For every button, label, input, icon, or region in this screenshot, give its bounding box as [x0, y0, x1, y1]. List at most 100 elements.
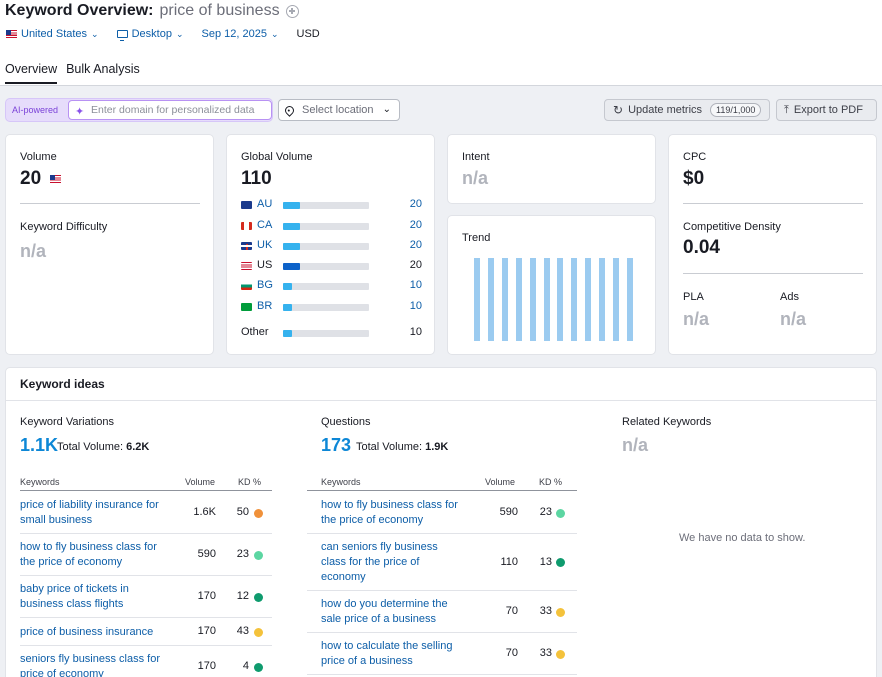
related-keywords-value: n/a	[622, 435, 649, 455]
export-pdf-button[interactable]: ⤒ Export to PDF	[776, 99, 877, 121]
total-volume-value: 1.9K	[425, 441, 449, 453]
location-select[interactable]: Select location ⌄	[278, 99, 400, 121]
kd-column-header: KD %	[539, 477, 563, 487]
trend-bar	[585, 258, 592, 341]
volume-share-bar	[283, 283, 369, 290]
keyword-kd: 13	[539, 555, 552, 568]
keyword-variations-count[interactable]: 1.1K	[20, 435, 59, 455]
country-filter[interactable]: United States ⌄	[6, 28, 99, 40]
keyword-link[interactable]: how to calculate the selling price of a …	[321, 640, 453, 667]
keyword-link[interactable]: seniors fly business class for price of …	[20, 653, 160, 677]
country-code[interactable]: BR	[257, 300, 273, 312]
trend-bar	[627, 258, 634, 341]
update-metrics-label: Update metrics	[628, 104, 703, 116]
keyword-link[interactable]: can seniors fly business class for the p…	[321, 541, 438, 583]
trend-bar	[613, 258, 620, 341]
competitive-density-value: 0.04	[683, 237, 720, 258]
country-volume-value[interactable]: 10	[409, 279, 422, 291]
volume-share-bar	[283, 202, 369, 209]
trend-bar	[501, 258, 508, 341]
global-volume-row-bg: BG 10	[241, 279, 422, 293]
keyword-link[interactable]: how do you determine the sale price of a…	[321, 598, 448, 625]
volume-column-header: Volume	[185, 477, 216, 487]
global-volume-row-ca: CA 20	[241, 219, 422, 233]
add-icon[interactable]	[285, 4, 299, 18]
keyword-link[interactable]: how to fly business class for the price …	[321, 499, 458, 526]
trend-bar	[543, 258, 550, 341]
update-metrics-button[interactable]: ↻ Update metrics 119/1,000	[604, 99, 770, 121]
chevron-down-icon: ⌄	[91, 28, 99, 39]
volume-share-bar	[283, 304, 369, 311]
device-filter-label: Desktop	[131, 28, 172, 40]
pla-value: n/a	[683, 309, 710, 329]
pla-label: PLA	[683, 291, 704, 303]
sparkle-icon: ✦	[75, 106, 85, 118]
kd-difficulty-dot	[556, 558, 565, 567]
trend-bar	[557, 258, 564, 341]
global-volume-row-us: US 20	[241, 259, 422, 273]
volume-label: Volume	[20, 151, 57, 163]
keyword-ideas-title: Keyword ideas	[20, 377, 105, 391]
tab-overview[interactable]: Overview	[5, 62, 58, 84]
table-row: how to fly business class for the price …	[307, 492, 577, 534]
keyword-link[interactable]: baby price of tickets in business class …	[20, 583, 129, 610]
volume-card: Volume 20 Keyword Difficulty n/a	[5, 134, 214, 355]
intent-label: Intent	[462, 151, 490, 163]
cpc-label: CPC	[683, 151, 707, 163]
chevron-down-icon: ⌄	[382, 104, 391, 115]
tab-bar: Overview Bulk Analysis	[5, 62, 149, 84]
trend-label: Trend	[462, 232, 491, 244]
global-volume-row-uk: UK 20	[241, 239, 422, 253]
kd-difficulty-dot	[254, 550, 263, 560]
table-row: can seniors fly business class for the p…	[307, 534, 577, 591]
chevron-down-icon: ⌄	[175, 28, 184, 39]
tab-bulk-analysis[interactable]: Bulk Analysis	[66, 62, 140, 76]
us-flag-icon	[241, 262, 252, 270]
cpc-value: $0	[683, 168, 705, 189]
keyword-difficulty-label: Keyword Difficulty	[20, 221, 108, 233]
kd-difficulty-dot	[254, 627, 263, 637]
divider	[683, 273, 863, 274]
kd-difficulty-dot	[556, 508, 565, 518]
variations-table-header: Keywords Volume KD %	[20, 473, 272, 491]
volume-share-fill	[283, 202, 301, 209]
keyword-volume: 170	[197, 660, 216, 672]
table-row: price of business insurance 170 43	[20, 618, 272, 646]
country-code[interactable]: UK	[257, 239, 273, 251]
questions-count[interactable]: 173	[321, 435, 352, 455]
us-flag-icon	[50, 175, 61, 183]
country-code[interactable]: AU	[257, 198, 273, 210]
country-code[interactable]: CA	[257, 219, 273, 231]
country-volume-value[interactable]: 20	[409, 198, 422, 210]
domain-input-placeholder: Enter domain for personalized data	[91, 104, 255, 116]
keyword-volume: 70	[505, 647, 518, 659]
divider	[683, 203, 863, 204]
keyword-kd: 33	[539, 605, 552, 617]
keyword-variations-total: Total Volume: 6.2K	[57, 441, 149, 453]
update-count-badge: 119/1,000	[710, 103, 762, 117]
chevron-down-icon: ⌄	[270, 28, 279, 39]
keyword-link[interactable]: price of liability insurance for small b…	[20, 499, 159, 526]
uk-flag-icon	[241, 242, 252, 250]
device-filter[interactable]: Desktop ⌄	[116, 28, 184, 41]
country-volume-value[interactable]: 20	[409, 219, 422, 231]
volume-share-fill	[283, 304, 292, 311]
country-volume-value: 20	[409, 259, 422, 271]
keyword-kd: 12	[236, 590, 249, 602]
global-volume-value: 110	[241, 168, 272, 189]
keyword-link[interactable]: price of business insurance	[20, 625, 154, 638]
intent-value: n/a	[462, 168, 489, 188]
trend-bar	[571, 258, 578, 341]
country-code[interactable]: BG	[257, 279, 273, 291]
domain-input[interactable]: ✦ Enter domain for personalized data	[68, 100, 272, 120]
global-volume-row-au: AU 20	[241, 198, 422, 212]
country-volume-value[interactable]: 10	[409, 300, 422, 312]
volume-share-fill	[283, 283, 292, 290]
kd-difficulty-dot	[556, 649, 565, 659]
kd-difficulty-dot	[254, 662, 263, 672]
keyword-link[interactable]: how to fly business class for the price …	[20, 541, 157, 568]
country-volume-value[interactable]: 20	[409, 239, 422, 251]
page-title-keyword: price of business	[159, 2, 280, 19]
export-pdf-label: Export to PDF	[793, 104, 863, 116]
date-filter[interactable]: Sep 12, 2025 ⌄	[202, 28, 279, 40]
